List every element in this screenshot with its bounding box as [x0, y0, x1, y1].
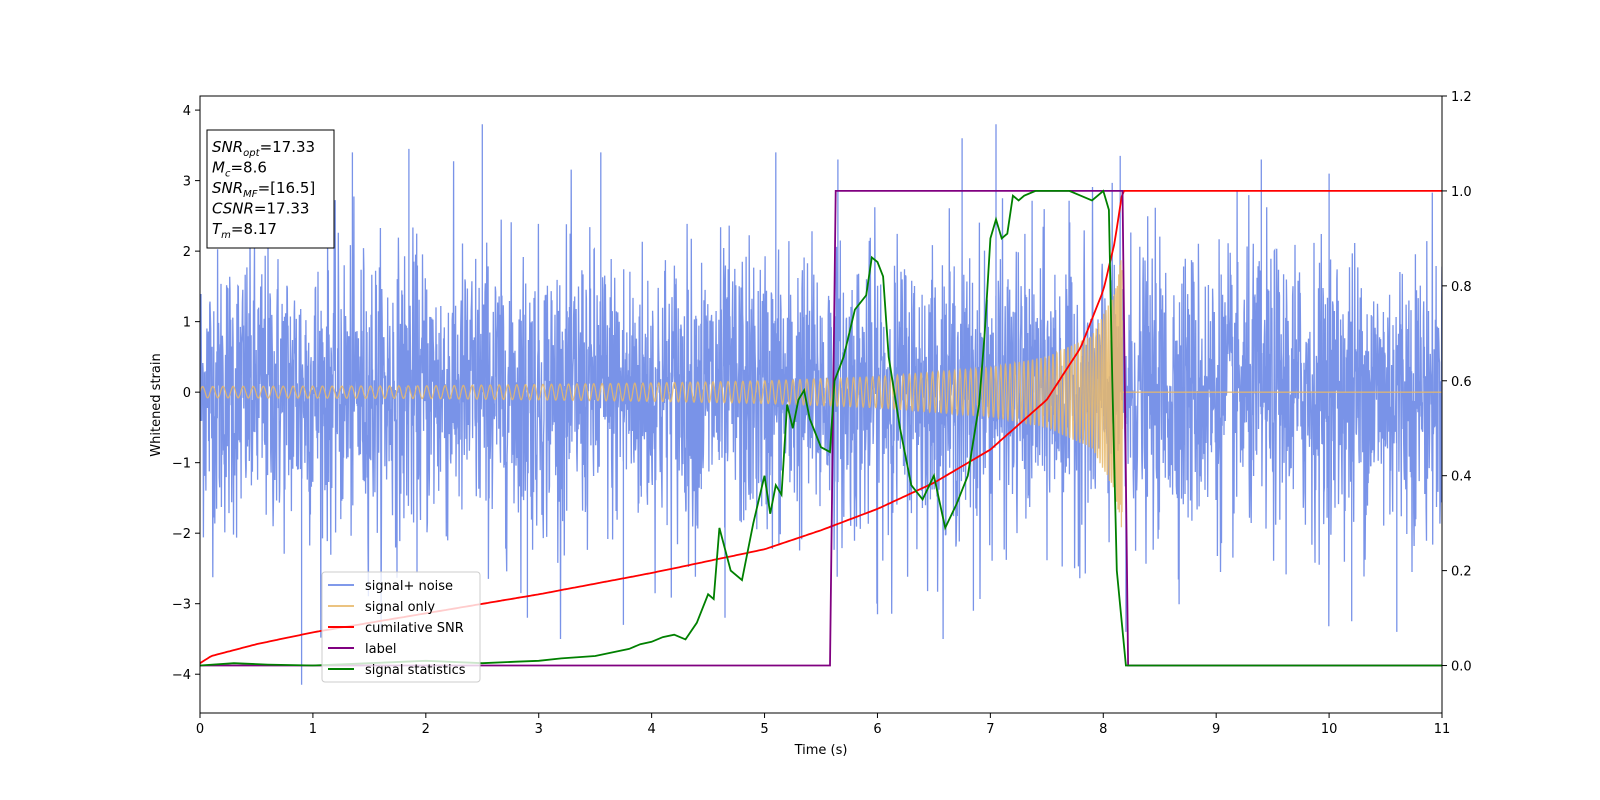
y-tick-label: 1 [183, 316, 191, 331]
x-tick-label: 2 [422, 722, 430, 737]
x-tick-label: 9 [1212, 722, 1220, 737]
x-tick-label: 8 [1099, 722, 1107, 737]
x-tick-label: 5 [760, 722, 768, 737]
series-signal-only [200, 260, 1442, 528]
x-axis: 0 1 2 3 4 5 6 7 8 9 10 11 [196, 713, 1450, 737]
y2-tick-label: 0.8 [1451, 280, 1472, 295]
legend-label: label [365, 642, 396, 657]
x-tick-label: 6 [873, 722, 881, 737]
info-line: SNRMF=[16.5] [212, 179, 315, 200]
x-tick-label: 10 [1321, 722, 1338, 737]
series-signal-statistics [200, 189, 1442, 667]
legend-label: signal statistics [365, 663, 466, 678]
x-tick-label: 1 [309, 722, 317, 737]
legend-label: signal+ noise [365, 579, 453, 594]
info-line: CSNR=17.33 [212, 200, 309, 218]
y-tick-label: 0 [183, 386, 191, 401]
x-axis-label: Time (s) [794, 743, 848, 758]
info-line: Tm=8.17 [212, 220, 277, 241]
legend-label: signal only [365, 600, 435, 615]
x-tick-label: 0 [196, 722, 204, 737]
y2-tick-label: 1.2 [1451, 90, 1472, 105]
signal-statistics-line [200, 189, 1442, 667]
legend-item[interactable]: signal statistics [328, 663, 466, 678]
y2-tick-label: 0.4 [1451, 470, 1472, 485]
y-tick-label: −4 [172, 668, 191, 683]
signal-only-line [200, 260, 1442, 528]
legend-frame [321, 571, 481, 683]
info-line: Mc=8.6 [212, 159, 267, 180]
legend[interactable]: signal+ noise signal only cumilative SNR la… [321, 571, 481, 683]
y2-tick-label: 0.2 [1451, 565, 1472, 580]
y-tick-label: −1 [172, 457, 191, 472]
legend-item[interactable]: signal+ noise [328, 579, 453, 594]
x-tick-label: 11 [1434, 722, 1451, 737]
x-tick-label: 4 [647, 722, 655, 737]
y-tick-label: 3 [183, 175, 191, 190]
info-line: SNRopt=17.33 [212, 138, 315, 159]
legend-item[interactable]: label [328, 642, 396, 657]
y2-tick-label: 0.6 [1451, 375, 1472, 390]
y2-tick-label: 1.0 [1451, 185, 1472, 200]
x-tick-label: 7 [986, 722, 994, 737]
y2-tick-label: 0.0 [1451, 660, 1472, 675]
legend-item[interactable]: cumilative SNR [328, 621, 464, 636]
y-axis-label: Whitened strain [149, 353, 164, 456]
info-box-frame [206, 129, 335, 249]
y-tick-label: 2 [183, 245, 191, 260]
y-axis-left: −4 −3 −2 −1 0 1 2 3 4 [172, 104, 200, 683]
plot-frame [199, 95, 1443, 714]
y-axis-right: 0.0 0.2 0.4 0.6 0.8 1.0 1.2 [1442, 90, 1472, 675]
y-tick-label: 4 [183, 104, 191, 119]
legend-label: cumilative SNR [365, 621, 464, 636]
legend-item[interactable]: signal only [328, 600, 435, 615]
y-tick-label: −3 [172, 598, 191, 613]
info-box: SNRopt=17.33Mc=8.6SNRMF=[16.5]CSNR=17.33… [206, 129, 335, 249]
x-tick-label: 3 [535, 722, 543, 737]
y-tick-label: −2 [172, 527, 191, 542]
